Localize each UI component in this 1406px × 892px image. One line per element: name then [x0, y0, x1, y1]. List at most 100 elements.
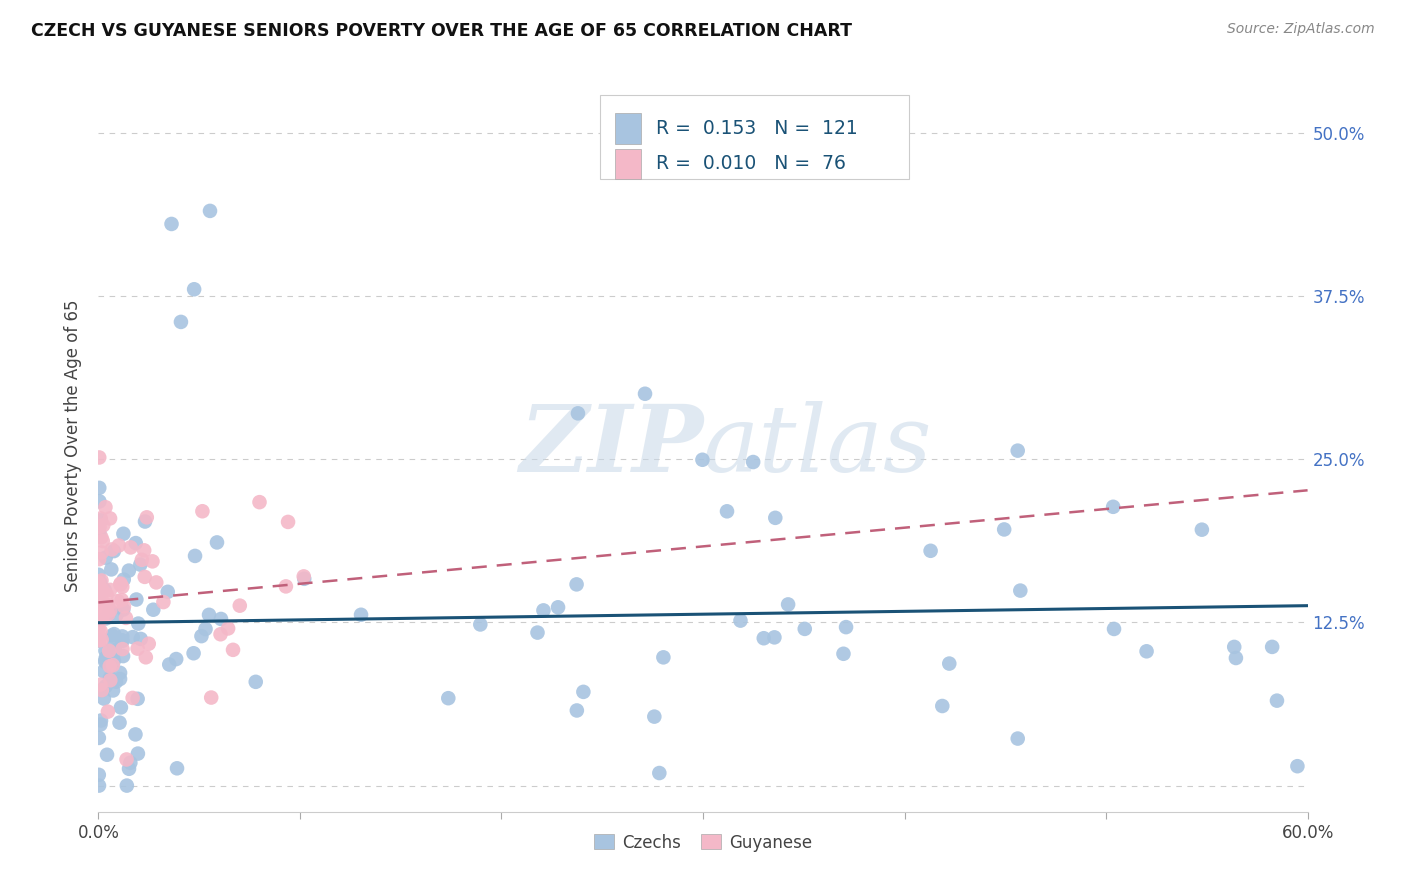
- Point: [1102, 622, 1125, 636]
- Point: [87, 577, 110, 591]
- Point: [127, 616, 149, 631]
- Point: [470, 617, 492, 632]
- Point: [87, 632, 110, 647]
- Point: [567, 406, 589, 420]
- Point: [101, 683, 124, 698]
- Point: [96, 747, 118, 762]
- Point: [763, 631, 786, 645]
- Point: [1010, 583, 1032, 598]
- Point: [97, 607, 120, 622]
- Point: [87, 583, 110, 598]
- Point: [98, 511, 121, 525]
- Point: [1265, 693, 1288, 707]
- Point: [112, 599, 135, 614]
- Point: [91, 518, 114, 533]
- Point: [274, 579, 297, 593]
- Y-axis label: Seniors Poverty Over the Age of 65: Seniors Poverty Over the Age of 65: [65, 300, 83, 592]
- Point: [112, 649, 135, 664]
- Point: [183, 646, 205, 660]
- Point: [134, 570, 156, 584]
- Point: [90, 683, 112, 698]
- Point: [89, 678, 111, 692]
- Point: [229, 599, 252, 613]
- Point: [105, 607, 128, 622]
- Point: [692, 452, 714, 467]
- Point: [90, 574, 112, 588]
- Point: [920, 543, 942, 558]
- Point: [198, 203, 221, 218]
- Point: [245, 674, 267, 689]
- Point: [115, 611, 138, 625]
- Point: [107, 539, 129, 553]
- Point: [89, 587, 111, 601]
- Point: [134, 515, 156, 529]
- Point: [165, 652, 187, 666]
- Point: [103, 637, 125, 651]
- Point: [127, 691, 149, 706]
- Point: [91, 599, 114, 614]
- Point: [115, 752, 138, 766]
- Point: [170, 315, 193, 329]
- Point: [90, 612, 112, 626]
- Text: atlas: atlas: [703, 401, 932, 491]
- Point: [120, 756, 142, 770]
- Point: [145, 575, 167, 590]
- Point: [97, 705, 120, 719]
- Point: [526, 625, 548, 640]
- Point: [101, 658, 124, 673]
- Point: [533, 603, 555, 617]
- Point: [94, 655, 117, 669]
- Point: [98, 603, 121, 617]
- Point: [763, 511, 786, 525]
- Point: [90, 513, 112, 527]
- Point: [118, 762, 141, 776]
- Point: [643, 709, 665, 723]
- Point: [94, 611, 117, 625]
- Point: [110, 577, 132, 591]
- Point: [87, 575, 110, 590]
- Point: [1102, 500, 1125, 514]
- Point: [87, 629, 110, 643]
- Point: [104, 643, 127, 657]
- Point: [90, 591, 112, 606]
- Point: [89, 552, 111, 566]
- Point: [93, 691, 115, 706]
- Point: [547, 600, 569, 615]
- Point: [110, 700, 132, 714]
- Point: [121, 630, 143, 644]
- Point: [565, 703, 588, 717]
- Point: [730, 614, 752, 628]
- Point: [105, 674, 128, 689]
- Point: [89, 717, 111, 731]
- Point: [1223, 640, 1246, 654]
- Point: [111, 580, 134, 594]
- Point: [142, 603, 165, 617]
- Point: [752, 632, 775, 646]
- Point: [98, 582, 121, 597]
- Point: [184, 549, 207, 563]
- Point: [157, 657, 180, 672]
- Point: [101, 628, 124, 642]
- Point: [112, 602, 135, 616]
- Text: CZECH VS GUYANESE SENIORS POVERTY OVER THE AGE OF 65 CORRELATION CHART: CZECH VS GUYANESE SENIORS POVERTY OVER T…: [31, 22, 852, 40]
- Point: [112, 573, 135, 587]
- Point: [94, 550, 117, 565]
- Text: ZIP: ZIP: [519, 401, 703, 491]
- Point: [111, 633, 134, 648]
- Point: [87, 779, 110, 793]
- FancyBboxPatch shape: [600, 95, 908, 179]
- Text: Source: ZipAtlas.com: Source: ZipAtlas.com: [1227, 22, 1375, 37]
- Point: [111, 642, 134, 657]
- Point: [565, 577, 588, 591]
- Point: [111, 629, 134, 643]
- Point: [90, 530, 112, 544]
- Point: [138, 637, 160, 651]
- Legend: Czechs, Guyanese: Czechs, Guyanese: [586, 827, 820, 858]
- Point: [87, 731, 110, 745]
- Point: [108, 715, 131, 730]
- Point: [129, 632, 152, 646]
- Point: [87, 567, 110, 582]
- Point: [125, 592, 148, 607]
- Point: [127, 641, 149, 656]
- Point: [205, 535, 228, 549]
